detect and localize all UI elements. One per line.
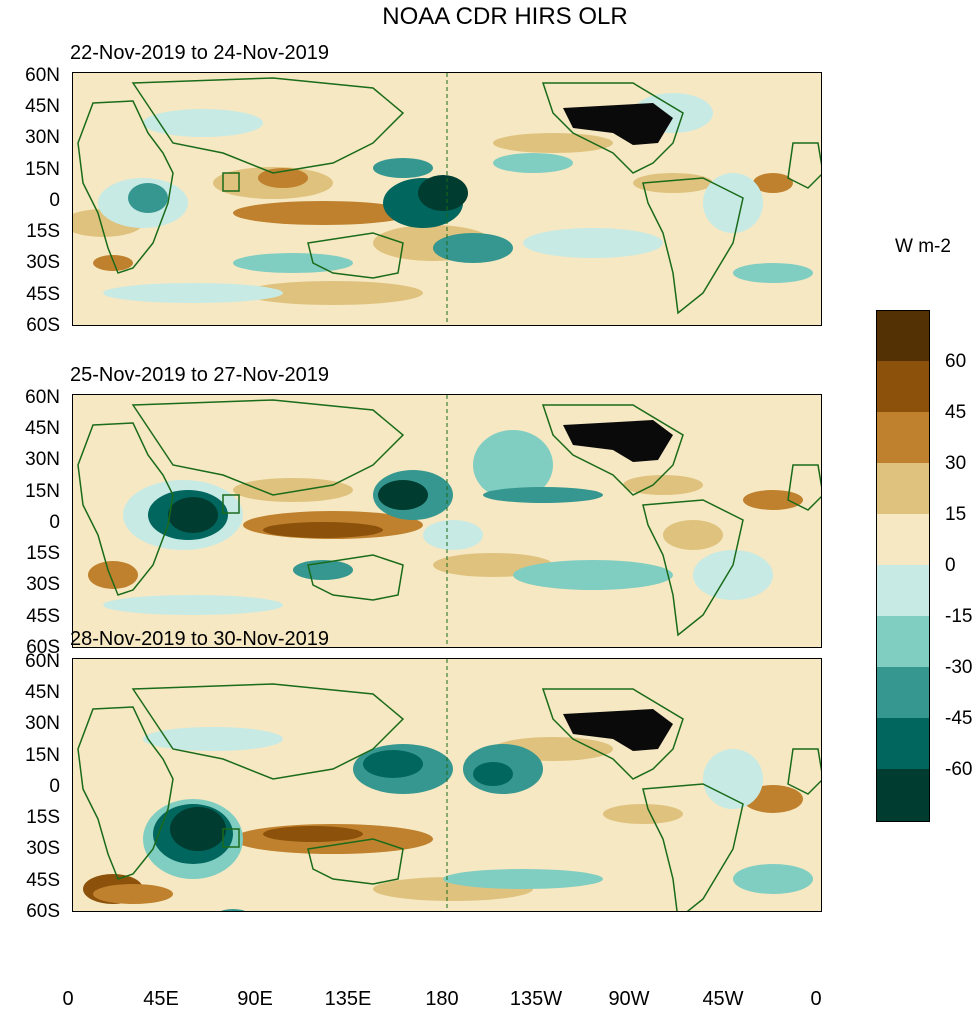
lat-label: 60N <box>25 65 60 86</box>
colorbar-units: W m-2 <box>895 236 951 257</box>
lat-label: 0 <box>49 512 60 533</box>
colorbar-swatch <box>876 310 930 362</box>
lon-label: 90W <box>608 988 650 1010</box>
lat-label: 45N <box>25 96 60 117</box>
lat-label: 15S <box>26 221 60 242</box>
lat-label: 60S <box>26 901 60 922</box>
colorbar-swatch <box>876 565 930 617</box>
panel-date-range: 28-Nov-2019 to 30-Nov-2019 <box>70 628 330 650</box>
lat-label: 45S <box>26 870 60 891</box>
panel-date-range: 25-Nov-2019 to 27-Nov-2019 <box>70 364 330 386</box>
lat-label: 0 <box>49 776 60 797</box>
olr-anomaly-map <box>72 658 822 912</box>
lat-label: 30N <box>25 449 60 470</box>
lat-label: 45N <box>25 682 60 703</box>
colorbar-tick-label: 60 <box>945 351 967 372</box>
map-svg <box>73 659 821 911</box>
lat-label: 30N <box>25 127 60 148</box>
colorbar-swatch <box>876 616 930 668</box>
lat-label: 15N <box>25 745 60 766</box>
lat-label: 30S <box>26 574 60 595</box>
colorbar-swatch <box>876 667 930 719</box>
lon-label: 0 <box>810 988 822 1010</box>
olr-anomaly-map <box>72 394 822 648</box>
colorbar-tick-label: -30 <box>945 657 973 678</box>
colorbar-tick-label: 30 <box>945 453 967 474</box>
colorbar-tick-label: -15 <box>945 606 973 627</box>
lon-label: 45W <box>702 988 744 1010</box>
lat-label: 60N <box>25 387 60 408</box>
map-svg <box>73 395 821 647</box>
lon-label: 180 <box>425 988 459 1010</box>
lat-label: 45S <box>26 606 60 627</box>
lat-label: 15N <box>25 481 60 502</box>
lat-label: 60S <box>26 315 60 336</box>
lat-label: 30S <box>26 252 60 273</box>
colorbar-swatch <box>876 412 930 464</box>
lat-label: 60N <box>25 651 60 672</box>
lat-label: 15S <box>26 543 60 564</box>
colorbar-swatch <box>876 361 930 413</box>
lat-label: 0 <box>49 190 60 211</box>
colorbar-swatch <box>876 718 930 770</box>
map-svg <box>73 73 821 325</box>
colorbar-swatch <box>876 514 930 566</box>
colorbar-swatch <box>876 463 930 515</box>
lat-label: 45N <box>25 418 60 439</box>
lat-label: 15S <box>26 807 60 828</box>
lat-label: 30N <box>25 713 60 734</box>
olr-anomaly-map <box>72 72 822 326</box>
colorbar-tick-label: 15 <box>945 504 967 525</box>
figure-title: NOAA CDR HIRS OLR <box>382 3 628 30</box>
lon-label: 90E <box>237 988 273 1010</box>
panel-date-range: 22-Nov-2019 to 24-Nov-2019 <box>70 42 330 64</box>
lat-label: 15N <box>25 159 60 180</box>
lon-label: 45E <box>143 988 179 1010</box>
lon-label: 135W <box>509 988 563 1010</box>
colorbar-tick-label: 45 <box>945 402 967 423</box>
lon-label: 0 <box>62 988 74 1010</box>
colorbar-swatch <box>876 769 930 822</box>
lon-label: 135E <box>324 988 372 1010</box>
lat-label: 45S <box>26 284 60 305</box>
lat-label: 60S <box>26 637 60 658</box>
colorbar-tick-label: -45 <box>945 708 973 729</box>
colorbar-tick-label: -60 <box>945 759 973 780</box>
colorbar-tick-label: 0 <box>945 555 956 576</box>
lat-label: 30S <box>26 838 60 859</box>
